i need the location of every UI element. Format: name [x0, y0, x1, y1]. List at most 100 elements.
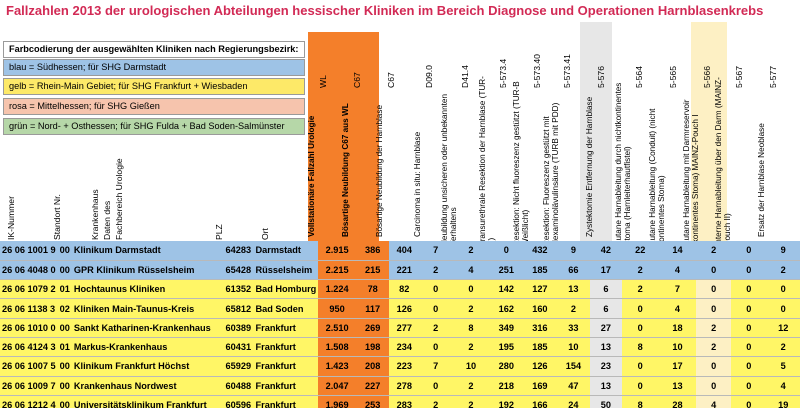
cell-5-566: 0: [696, 279, 732, 300]
legend-pink: rosa = Mittelhessen; für SHG Gießen: [3, 98, 305, 115]
legend-yellow: gelb = Rhein-Main Gebiet; für SHG Frankf…: [3, 78, 305, 95]
cell-ort: Frankfurt: [253, 395, 319, 408]
cell-5-573-41: 24: [556, 395, 591, 408]
cell-plz: 60431: [223, 337, 254, 358]
cell-d09-0: 0: [419, 376, 453, 396]
cell-c67: 215: [355, 260, 390, 281]
cell-5-565: 14: [658, 241, 697, 261]
column-label-11: Kutane Harnableitung mit Darmreservoir (…: [682, 99, 700, 246]
cell-standort: 01: [57, 279, 72, 300]
cell-5-573-4: 349: [489, 318, 524, 338]
cell-d09-0: 0: [419, 279, 453, 300]
cell-5-573-41: 66: [556, 260, 591, 281]
cell-5-564: 0: [621, 356, 659, 377]
cell-d41-4: 0: [452, 279, 490, 300]
column-code-5: 5-573.4: [498, 58, 508, 88]
cell-plz: 61352: [223, 279, 254, 300]
cell-5-573-41: 154: [556, 356, 591, 377]
table-row: 26 06 4124 3 01 Markus-Krankenhaus 60431 Fra…: [0, 337, 800, 358]
cell-ort: Bad Soden: [253, 298, 319, 319]
cell-5-573-4: 195: [489, 337, 524, 358]
cell-5-573-41: 2: [556, 298, 591, 319]
column-label-7: Resektion: Fluoreszenz gestützt mit Hexa…: [542, 102, 560, 246]
cell-ik: 26 06 1010 0: [0, 318, 58, 338]
cell-5-566: 0: [696, 298, 732, 319]
table-row: 26 06 1212 4 00 Universitätsklinikum Frank…: [0, 395, 800, 408]
column-label-12: Interne Harnableitung über den Darm (MAI…: [714, 77, 732, 246]
column-code-10: 5-565: [668, 66, 678, 88]
cell-5-576: 23: [590, 356, 622, 377]
cell-5-577: 5: [766, 356, 800, 377]
cell-5-576: 50: [590, 395, 622, 408]
cell-standort: 00: [57, 318, 72, 338]
column-code-2: C67: [386, 72, 396, 88]
cell-c67: 82: [389, 279, 420, 300]
cell-ort: Frankfurt: [253, 376, 319, 396]
cell-5-565: 4: [658, 260, 697, 281]
cell-5-564: 0: [621, 318, 659, 338]
cell-5-573-40: 185: [523, 260, 557, 281]
cell-d41-4: 2: [452, 395, 490, 408]
cell-5-564: 22: [621, 241, 659, 261]
cell-5-573-40: 127: [523, 279, 557, 300]
cell-5-576: 6: [590, 298, 622, 319]
cell-5-566: 4: [696, 395, 732, 408]
cell-5-576: 42: [590, 241, 622, 261]
cell-ort: Darmstadt: [253, 241, 319, 261]
legend-blue: blau = Südhessen; für SHG Darmstadt: [3, 59, 305, 76]
cell-standort: 02: [57, 298, 72, 319]
cell-5-567: 0: [731, 376, 767, 396]
cell-standort: 00: [57, 260, 72, 281]
cell-5-566: 2: [696, 318, 732, 338]
cell-c67: 117: [355, 298, 390, 319]
cell-c67: 404: [389, 241, 420, 261]
cell-5-577: 2: [766, 260, 800, 281]
cell-standort: 00: [57, 395, 72, 408]
cell-wl: 1.969: [318, 395, 356, 408]
cell-5-573-40: 169: [523, 376, 557, 396]
column-label-5: Transurethrale Resektion der Harnblase (…: [478, 76, 496, 246]
column-label-1: Bösartige Neubildung C67 aus WL: [341, 103, 350, 237]
cell-c67: 78: [355, 279, 390, 300]
column-label-8: Zystektomie Entfernung der Harnblase: [585, 96, 594, 237]
cell-c67: 278: [389, 376, 420, 396]
cell-5-573-4: 251: [489, 260, 524, 281]
cell-wl: 2.047: [318, 376, 356, 396]
column-code-7: 5-573.41: [562, 54, 572, 88]
table-row: 26 06 1010 0 00 Sankt Katharinen-Krankenha…: [0, 318, 800, 338]
cell-c67: 126: [389, 298, 420, 319]
wl-c67-highlight: [308, 32, 379, 242]
column-label-3: Carcinoma in situ: Harnblase: [413, 131, 422, 237]
cell-ik: 26 06 1001 9: [0, 241, 58, 261]
cell-5-564: 0: [621, 376, 659, 396]
cell-5-566: 2: [696, 241, 732, 261]
cell-5-576: 17: [590, 260, 622, 281]
cell-5-565: 28: [658, 395, 697, 408]
cell-plz: 65812: [223, 298, 254, 319]
cell-plz: 65929: [223, 356, 254, 377]
cell-5-564: 2: [621, 279, 659, 300]
cell-5-573-4: 162: [489, 298, 524, 319]
cell-5-567: 0: [731, 241, 767, 261]
cell-standort: 00: [57, 376, 72, 396]
legend-heading: Farbcodierung der ausgewählten Kliniken …: [3, 41, 305, 58]
cell-5-576: 27: [590, 318, 622, 338]
cell-d09-0: 2: [419, 395, 453, 408]
header-standort: Standort Nr.: [52, 194, 62, 240]
cell-5-566: 0: [696, 260, 732, 281]
header-ort: Ort: [260, 228, 270, 240]
legend-green: grün = Nord- + Osthessen; für SHG Fulda …: [3, 118, 305, 135]
cell-5-576: 6: [590, 279, 622, 300]
cell-plz: 64283: [223, 241, 254, 261]
cell-5-573-41: 13: [556, 279, 591, 300]
header-krankenhaus: Krankenhaus: [90, 189, 100, 240]
cell-d41-4: 2: [452, 241, 490, 261]
cell-5-565: 10: [658, 337, 697, 358]
cell-d41-4: 4: [452, 260, 490, 281]
column-code-11: 5-566: [702, 66, 712, 88]
cell-5-567: 0: [731, 260, 767, 281]
cell-ik: 26 06 4124 3: [0, 337, 58, 358]
cell-5-567: 0: [731, 356, 767, 377]
cell-5-566: 2: [696, 337, 732, 358]
cell-wl: 2.510: [318, 318, 356, 338]
